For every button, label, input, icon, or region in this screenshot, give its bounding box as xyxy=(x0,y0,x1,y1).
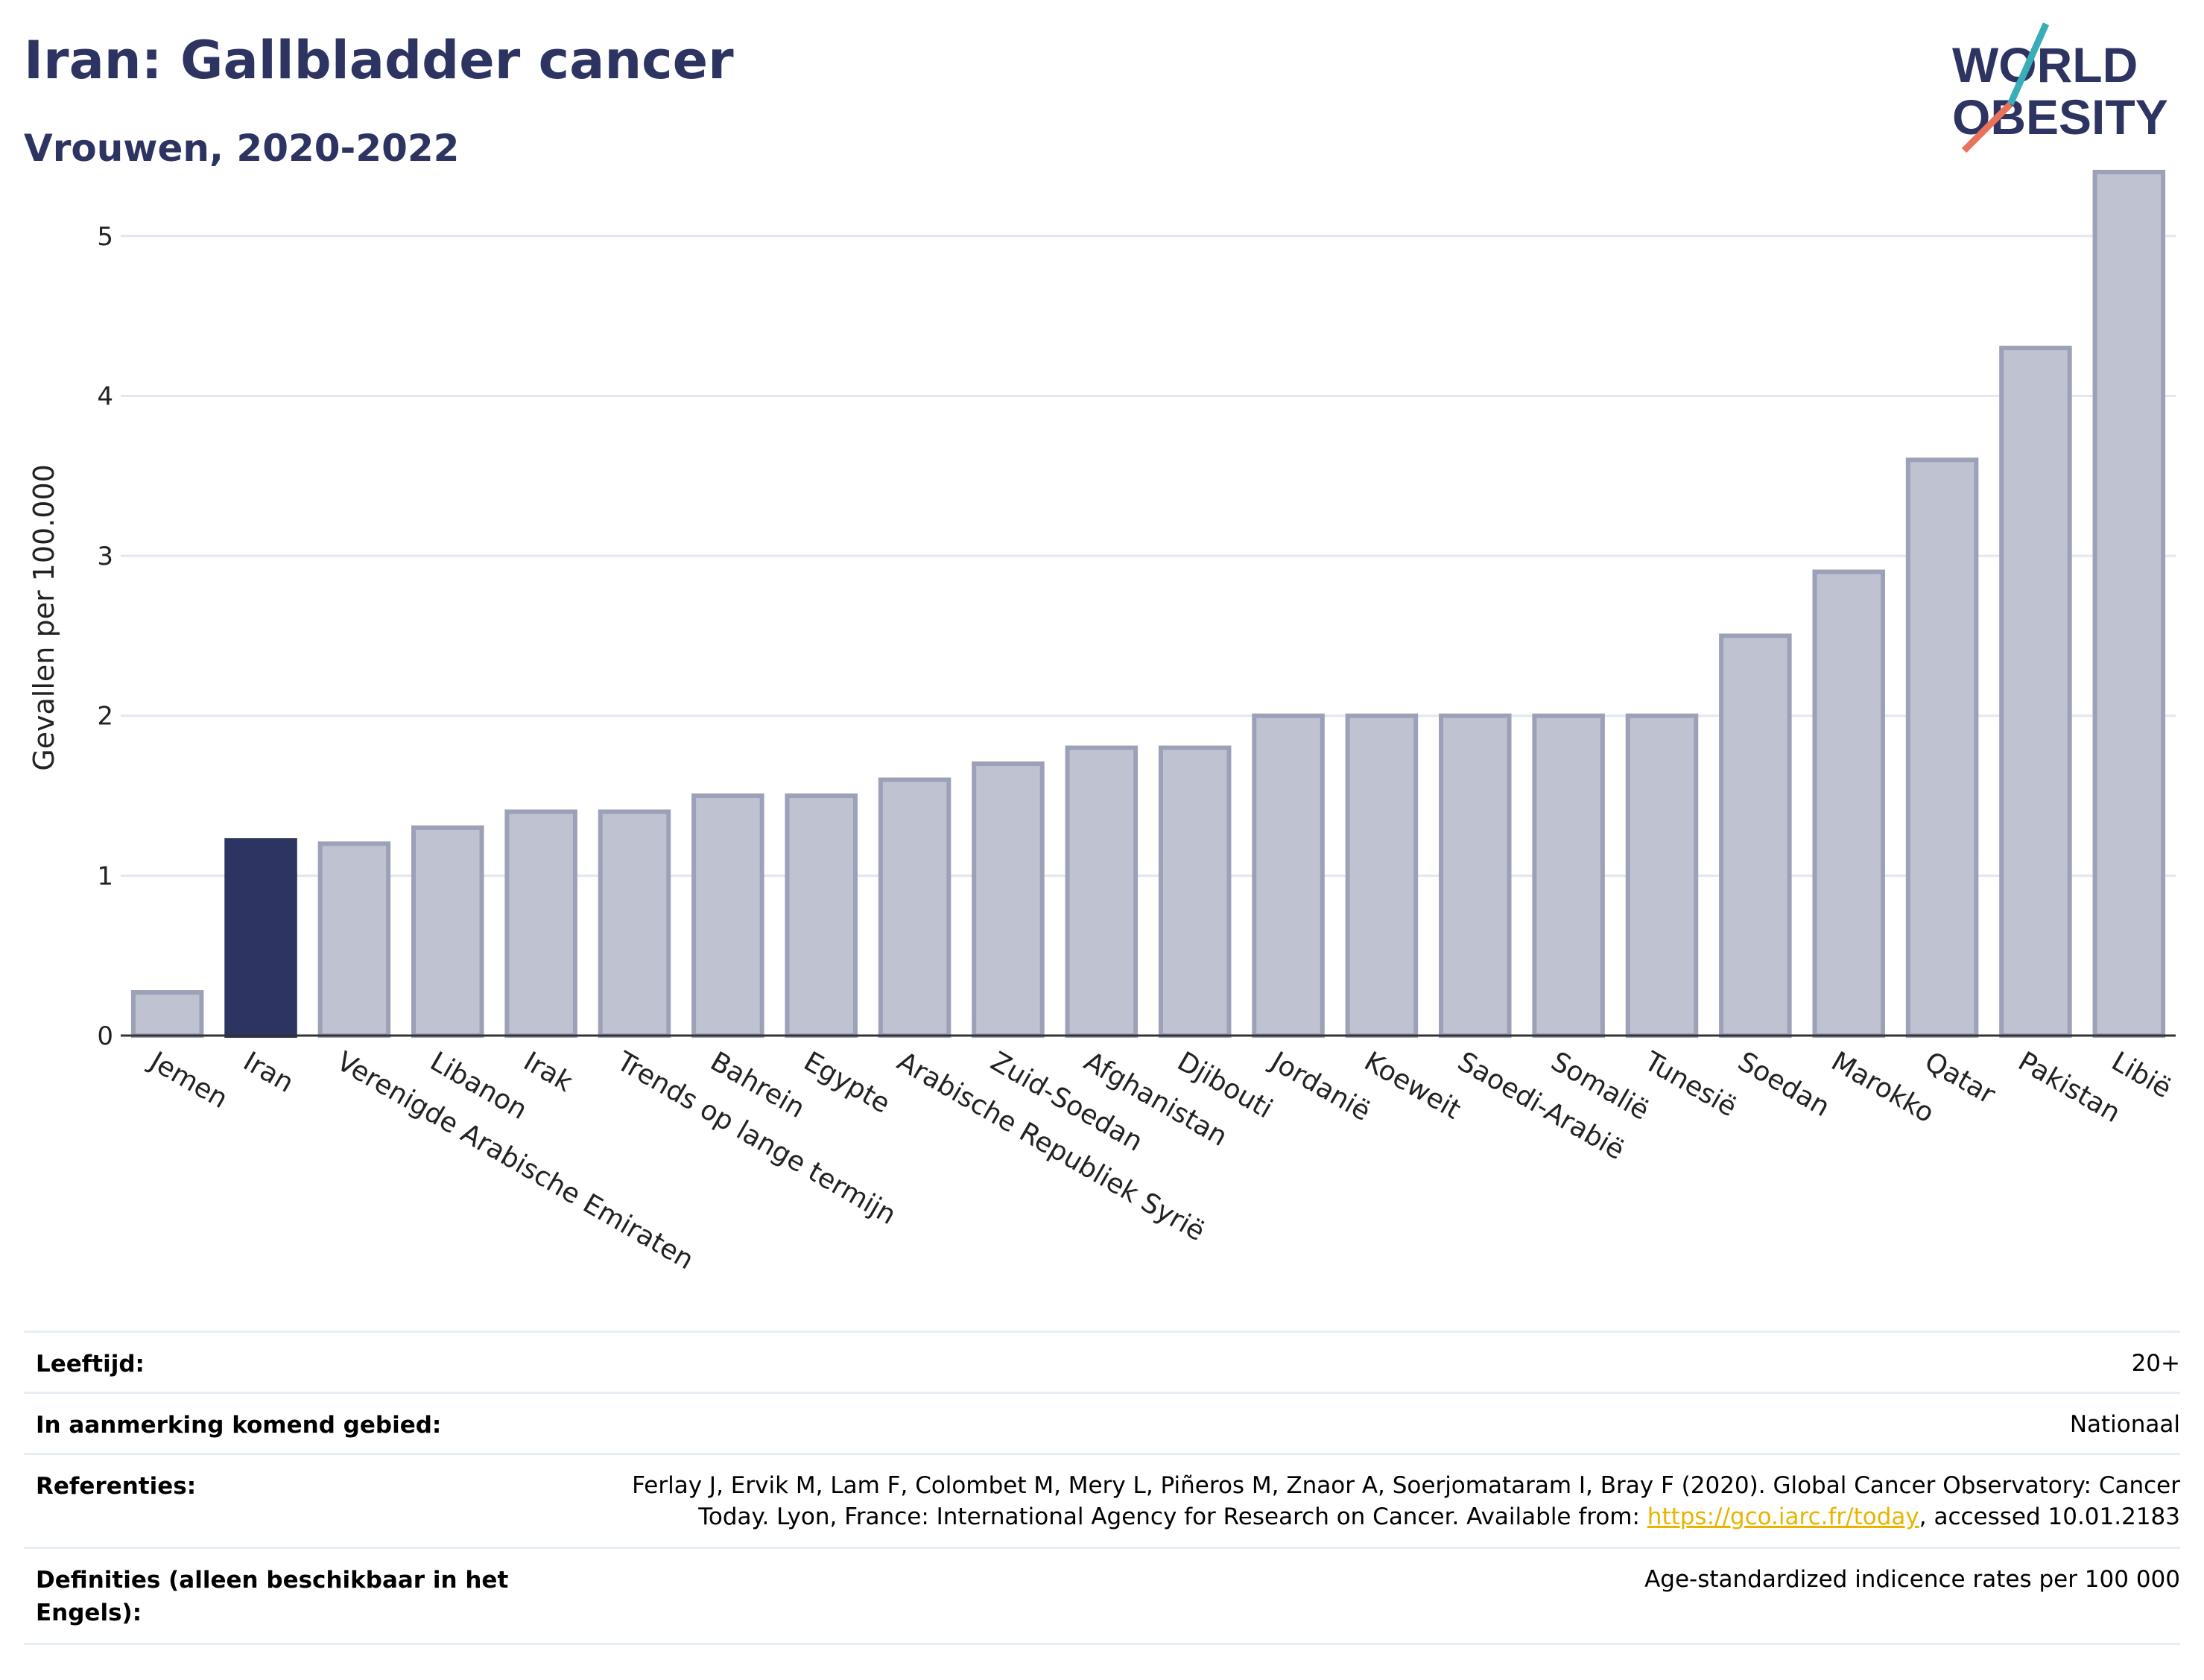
bar xyxy=(1252,713,1325,1038)
reference-accessed: , accessed 10.01.2183 xyxy=(1919,1503,2180,1530)
bar xyxy=(1905,457,1979,1038)
reference-line-1: Ferlay J, Ervik M, Lam F, Colombet M, Me… xyxy=(632,1472,2180,1499)
meta-row-age: Leeftijd: 20+ xyxy=(24,1331,2180,1394)
meta-label: Leeftijd: xyxy=(36,1351,145,1378)
x-tick-label: Saoedi-Arabië xyxy=(1452,1046,1630,1166)
y-tick-label: 0 xyxy=(97,1021,113,1051)
world-obesity-logo: WORLD OBESITY xyxy=(1952,22,2168,153)
x-tick-label: Pakistan xyxy=(2013,1046,2125,1129)
x-tick-label: Jordanië xyxy=(1264,1045,1375,1127)
meta-row-references: Referenties: Ferlay J, Ervik M, Lam F, C… xyxy=(24,1453,2180,1549)
bar xyxy=(691,793,764,1039)
x-tick-label: Irak xyxy=(519,1046,578,1098)
bar xyxy=(2092,169,2166,1038)
x-tick-label: Egypte xyxy=(799,1046,896,1120)
x-tick-label: Tunesië xyxy=(1638,1046,1741,1123)
bar xyxy=(785,793,858,1039)
y-tick-label: 5 xyxy=(97,222,113,252)
chart-subtitle: Vrouwen, 2020-2022 xyxy=(24,127,460,170)
meta-label: In aanmerking komend gebied: xyxy=(36,1412,442,1439)
bar xyxy=(411,825,484,1038)
y-tick-label: 4 xyxy=(97,381,113,411)
reference-text: Today. Lyon, France: International Agenc… xyxy=(698,1503,1647,1530)
y-tick-label: 2 xyxy=(97,702,113,732)
x-tick-label: Soedan xyxy=(1732,1046,1834,1123)
meta-row-area: In aanmerking komend gebied: Nationaal xyxy=(24,1392,2180,1455)
bar xyxy=(1812,569,1885,1038)
logo-line2: OBESITY xyxy=(1952,89,2168,145)
bar xyxy=(130,990,204,1038)
bar xyxy=(1719,633,1792,1038)
bar xyxy=(1439,713,1512,1038)
meta-row-definitions: Definities (alleen beschikbaar in het En… xyxy=(24,1547,2180,1645)
x-tick-label: Koeweit xyxy=(1359,1046,1466,1125)
bar xyxy=(504,809,577,1038)
bar xyxy=(878,777,951,1038)
x-tick-label: Jemen xyxy=(143,1045,232,1115)
logo-line1: WORLD xyxy=(1952,37,2138,92)
meta-value: 20+ xyxy=(2131,1350,2180,1377)
meta-label: Referenties: xyxy=(36,1473,197,1500)
chart-title: Iran: Gallbladder cancer xyxy=(24,30,734,91)
y-tick-label: 3 xyxy=(97,542,113,571)
meta-value: Ferlay J, Ervik M, Lam F, Colombet M, Me… xyxy=(615,1470,2180,1532)
bar xyxy=(598,809,671,1038)
bar xyxy=(317,841,391,1039)
meta-value: Nationaal xyxy=(2069,1411,2180,1438)
y-axis-label: Gevallen per 100.000 xyxy=(28,464,60,771)
bar xyxy=(1065,745,1139,1039)
meta-value: Age-standardized indicence rates per 100… xyxy=(1644,1566,2180,1593)
bar xyxy=(224,838,297,1039)
bar xyxy=(1158,745,1232,1039)
bar xyxy=(1532,713,1605,1038)
bar xyxy=(1625,713,1699,1038)
reference-link[interactable]: https://gco.iarc.fr/today xyxy=(1647,1503,1919,1530)
x-tick-label: Iran xyxy=(238,1046,299,1099)
reference-line-2: Today. Lyon, France: International Agenc… xyxy=(615,1501,2180,1532)
y-tick-label: 1 xyxy=(97,861,113,891)
bar xyxy=(1345,713,1419,1038)
bar xyxy=(972,761,1045,1039)
bar xyxy=(1999,346,2072,1038)
x-tick-label: Libië xyxy=(2106,1046,2176,1104)
x-tick-label: Marokko xyxy=(1826,1046,1939,1129)
meta-label: Definities (alleen beschikbaar in het En… xyxy=(36,1567,509,1626)
